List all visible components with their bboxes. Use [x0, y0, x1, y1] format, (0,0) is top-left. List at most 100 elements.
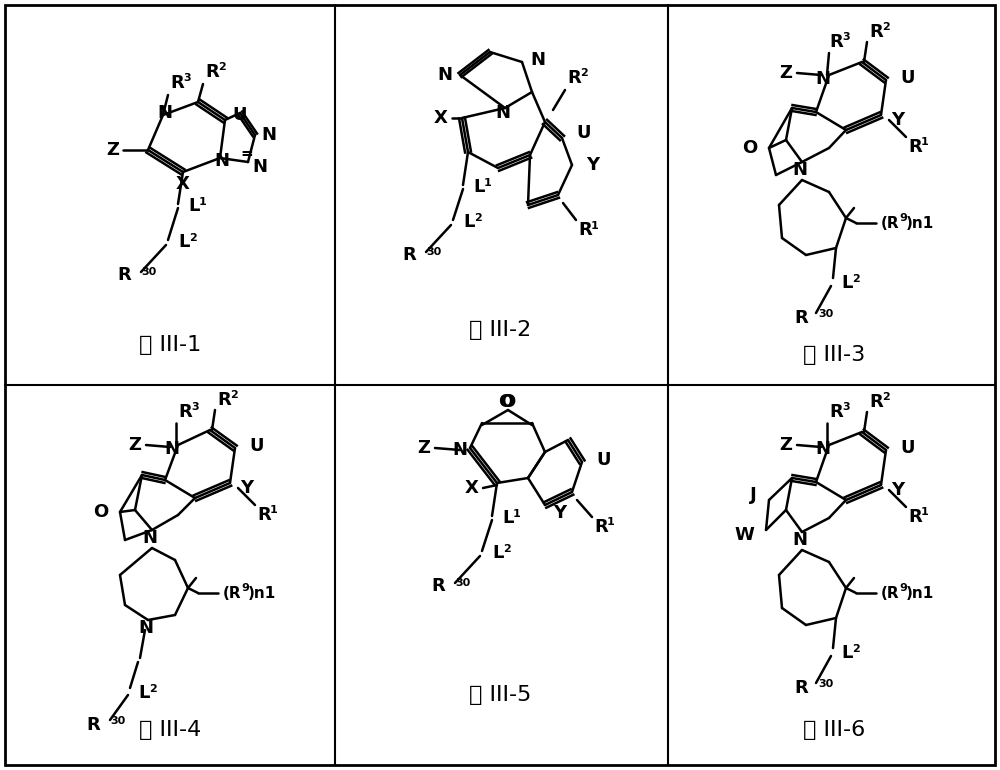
Text: R: R — [829, 33, 843, 51]
Text: 2: 2 — [882, 22, 890, 32]
Text: O: O — [498, 393, 514, 411]
Text: 30: 30 — [818, 679, 833, 689]
Text: 式 III-6: 式 III-6 — [803, 720, 865, 740]
Text: N: N — [792, 161, 808, 179]
Text: U: U — [596, 451, 610, 469]
Text: Y: Y — [891, 111, 904, 129]
Text: O: O — [742, 139, 757, 157]
Text: L: L — [841, 644, 852, 662]
Text: Y: Y — [240, 479, 253, 497]
Text: L: L — [463, 213, 474, 231]
Text: L: L — [138, 684, 149, 702]
Text: 2: 2 — [230, 390, 238, 400]
Text: Y: Y — [586, 156, 599, 174]
Text: 3: 3 — [842, 32, 850, 42]
Text: L: L — [502, 509, 513, 527]
Text: N: N — [496, 104, 511, 122]
Text: )n1: )n1 — [906, 216, 934, 230]
Text: R: R — [829, 403, 843, 421]
Text: 1: 1 — [591, 221, 599, 231]
Text: 9: 9 — [899, 213, 907, 223]
Text: 2: 2 — [149, 684, 157, 694]
Text: R: R — [217, 391, 231, 409]
Text: N: N — [452, 441, 468, 459]
Text: N: N — [437, 66, 452, 84]
Text: R: R — [869, 23, 883, 41]
Text: R: R — [170, 74, 184, 92]
Text: 2: 2 — [852, 274, 860, 284]
Text: L: L — [178, 233, 189, 251]
Text: (R: (R — [881, 585, 900, 601]
Text: N: N — [816, 70, 830, 88]
Text: 2: 2 — [882, 392, 890, 402]
Text: N: N — [262, 126, 276, 144]
Text: )n1: )n1 — [906, 585, 934, 601]
Text: 2: 2 — [503, 544, 511, 554]
Text: L: L — [473, 178, 484, 196]
Text: L: L — [841, 274, 852, 292]
Text: W: W — [734, 526, 754, 544]
Text: N: N — [530, 51, 545, 69]
Text: 2: 2 — [580, 68, 588, 78]
Text: 式 III-3: 式 III-3 — [803, 345, 865, 365]
Text: R: R — [594, 518, 608, 536]
Text: R: R — [908, 138, 922, 156]
Text: N: N — [138, 619, 154, 637]
Text: )n1: )n1 — [248, 585, 276, 601]
Text: (R: (R — [223, 585, 242, 601]
Text: Z: Z — [129, 436, 141, 454]
Text: R: R — [402, 246, 416, 264]
Text: 9: 9 — [241, 583, 249, 593]
Text: 3: 3 — [191, 402, 199, 412]
Text: J: J — [750, 486, 757, 504]
Text: 2: 2 — [218, 62, 226, 72]
Text: 30: 30 — [426, 247, 441, 257]
Text: R: R — [431, 577, 445, 595]
Text: N: N — [252, 158, 268, 176]
Text: 1: 1 — [513, 509, 521, 519]
Text: 9: 9 — [899, 583, 907, 593]
Text: Y: Y — [553, 504, 566, 522]
Text: Z: Z — [780, 64, 792, 82]
Text: =: = — [241, 146, 253, 160]
Text: 1: 1 — [607, 517, 615, 527]
Text: Z: Z — [780, 436, 792, 454]
Text: L: L — [188, 197, 199, 215]
Text: X: X — [465, 479, 479, 497]
Text: R: R — [794, 309, 808, 327]
Text: R: R — [869, 393, 883, 411]
Text: Y: Y — [891, 481, 904, 499]
Text: X: X — [176, 175, 190, 193]
Text: R: R — [86, 716, 100, 734]
Text: O: O — [500, 393, 516, 411]
Text: 3: 3 — [842, 402, 850, 412]
Text: R: R — [567, 69, 581, 87]
Text: R: R — [578, 221, 592, 239]
Text: 3: 3 — [183, 73, 191, 83]
Text: 式 III-2: 式 III-2 — [469, 320, 531, 340]
Text: N: N — [158, 104, 173, 122]
Text: X: X — [434, 109, 448, 127]
Text: U: U — [900, 69, 914, 87]
Text: 式 III-5: 式 III-5 — [469, 685, 531, 705]
Text: Z: Z — [107, 141, 119, 159]
Text: N: N — [816, 440, 830, 458]
Text: 1: 1 — [199, 197, 207, 207]
Text: 2: 2 — [474, 213, 482, 223]
Text: N: N — [143, 529, 158, 547]
Text: 30: 30 — [141, 267, 156, 277]
Text: R: R — [205, 63, 219, 81]
Text: 1: 1 — [921, 507, 929, 517]
Text: 2: 2 — [189, 233, 197, 243]
Text: N: N — [164, 440, 180, 458]
Text: L: L — [492, 544, 503, 562]
Text: 式 III-4: 式 III-4 — [139, 720, 201, 740]
Text: 30: 30 — [455, 578, 470, 588]
Text: U: U — [576, 124, 590, 142]
Text: N: N — [792, 531, 808, 549]
Text: R: R — [117, 266, 131, 284]
Text: N: N — [214, 152, 230, 170]
Text: O: O — [93, 503, 108, 521]
Text: R: R — [794, 679, 808, 697]
Text: 1: 1 — [484, 178, 492, 188]
